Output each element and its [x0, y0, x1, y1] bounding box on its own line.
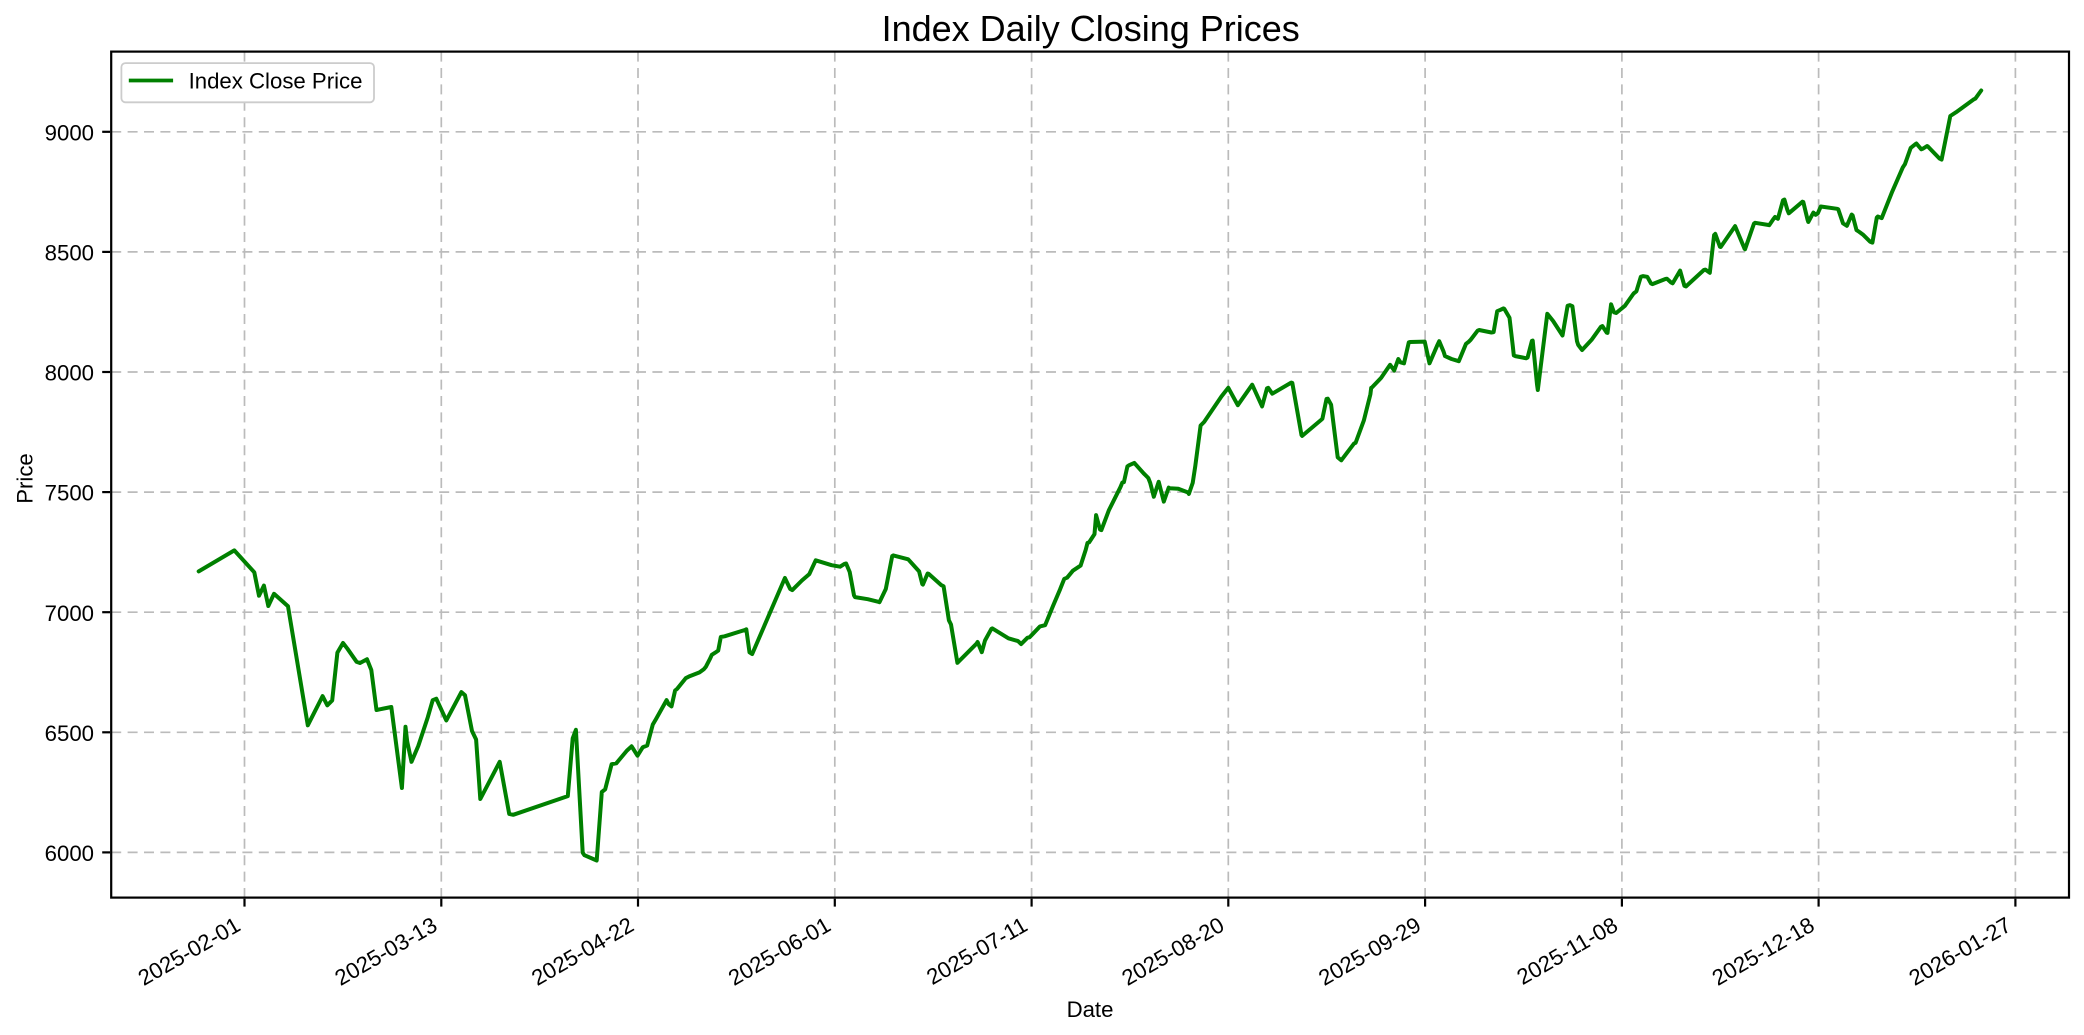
svg-text:Index Daily Closing Prices: Index Daily Closing Prices	[882, 8, 1300, 49]
svg-text:6000: 6000	[45, 841, 94, 866]
svg-text:7500: 7500	[45, 481, 94, 506]
svg-text:8500: 8500	[45, 241, 94, 266]
svg-text:9000: 9000	[45, 120, 94, 145]
svg-text:Price: Price	[13, 453, 38, 504]
svg-text:7000: 7000	[45, 601, 94, 626]
svg-text:6500: 6500	[45, 721, 94, 746]
svg-text:Date: Date	[1067, 997, 1114, 1022]
svg-text:Index Close Price: Index Close Price	[189, 69, 363, 94]
svg-text:8000: 8000	[45, 361, 94, 386]
